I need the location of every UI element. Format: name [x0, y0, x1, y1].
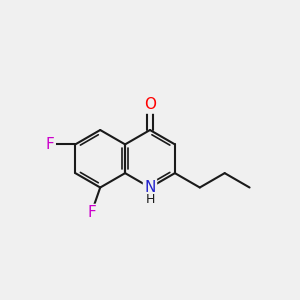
Text: F: F	[87, 205, 96, 220]
Text: O: O	[144, 97, 156, 112]
Text: F: F	[46, 137, 55, 152]
Text: N: N	[144, 180, 156, 195]
Text: H: H	[145, 193, 155, 206]
